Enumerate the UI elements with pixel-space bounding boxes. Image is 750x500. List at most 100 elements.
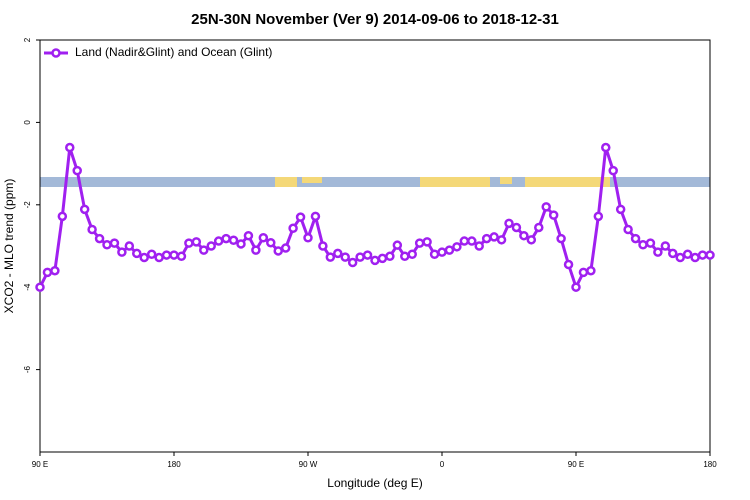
legend-label: Land (Nadir&Glint) and Ocean (Glint) [75, 45, 272, 59]
data-point [638, 240, 648, 250]
data-point [318, 241, 328, 251]
data-point [578, 267, 589, 278]
data-point [429, 249, 440, 259]
data-point [496, 235, 507, 245]
data-point [645, 238, 656, 248]
data-point [362, 250, 373, 260]
x-tick-label: 90 E [568, 460, 584, 469]
y-axis-label: XCO2 - MLO trend (ppm) [2, 179, 16, 314]
data-point [79, 204, 90, 215]
data-point [526, 235, 537, 245]
chart-title: 25N-30N November (Ver 9) 2014-09-06 to 2… [191, 11, 559, 28]
data-point [273, 246, 283, 256]
x-axis-label: Longitude (deg E) [327, 476, 422, 490]
data-point [474, 241, 484, 251]
data-point [653, 247, 663, 257]
data-point [459, 236, 470, 246]
data-point [668, 248, 678, 259]
data-point [675, 252, 685, 263]
data-point [481, 233, 492, 244]
data-point [682, 249, 693, 259]
x-tick-label: 180 [703, 460, 717, 469]
data-point [422, 237, 432, 247]
y-tick-label: 0 [23, 120, 32, 125]
data-point [303, 233, 313, 243]
data-point [57, 211, 68, 222]
data-point [176, 251, 187, 262]
data-point [169, 250, 179, 260]
data-point [199, 245, 209, 255]
data-point [467, 236, 477, 246]
data-point [42, 267, 53, 278]
data-point [385, 251, 395, 262]
y-tick-label: -4 [23, 283, 32, 291]
data-point [444, 245, 455, 255]
land-ocean-band [40, 177, 710, 187]
data-point [117, 247, 127, 257]
x-tick-label: 0 [440, 460, 445, 469]
legend-marker [51, 48, 61, 58]
data-point [608, 165, 618, 176]
data-point [221, 233, 231, 244]
data-point [124, 241, 135, 251]
data-point [660, 241, 671, 251]
data-point [139, 252, 149, 263]
data-point [697, 250, 708, 260]
data-point [534, 222, 544, 233]
data-point [705, 250, 715, 260]
data-point [310, 211, 321, 222]
data-point [94, 233, 105, 244]
data-point [266, 237, 276, 248]
data-point [377, 253, 388, 264]
data-point [437, 247, 447, 257]
data-point [548, 210, 559, 220]
data-point [400, 251, 410, 262]
data-point [87, 224, 97, 235]
data-point [556, 233, 566, 244]
data-point [228, 235, 239, 245]
data-point [280, 243, 291, 253]
data-point [392, 240, 403, 250]
data-point [50, 265, 60, 276]
data-point [511, 222, 522, 233]
data-point [601, 142, 611, 153]
y-tick-label: 2 [23, 37, 32, 42]
data-point [504, 218, 514, 229]
data-point [571, 282, 581, 292]
data-point [489, 232, 499, 242]
data-point [213, 236, 224, 246]
data-point [35, 282, 45, 292]
data-point [295, 212, 306, 222]
data-point [243, 230, 254, 241]
x-tick-label: 180 [167, 460, 181, 469]
data-point [236, 239, 246, 249]
data-point [407, 249, 417, 259]
data-point [258, 233, 269, 243]
data-point [251, 245, 261, 255]
data-point [184, 238, 194, 248]
data-point [206, 241, 216, 251]
x-tick-label: 90 W [299, 460, 318, 469]
data-point [370, 255, 380, 266]
data-point [541, 202, 551, 212]
data-point [333, 248, 343, 259]
data-point [690, 252, 700, 263]
data-point [102, 240, 112, 250]
data-point [72, 165, 82, 176]
data-point [65, 142, 75, 153]
data-point [519, 230, 529, 241]
data-point [325, 252, 336, 262]
data-point [414, 238, 425, 248]
data-point [132, 248, 142, 259]
data-point [615, 204, 626, 215]
data-point [347, 257, 358, 268]
data-point [586, 265, 596, 276]
data-point [191, 237, 202, 247]
data-point [340, 252, 350, 262]
y-tick-label: -6 [23, 365, 32, 373]
data-point [563, 259, 574, 270]
data-point [161, 250, 172, 260]
data-point [593, 211, 604, 222]
plot-frame [39, 39, 711, 453]
